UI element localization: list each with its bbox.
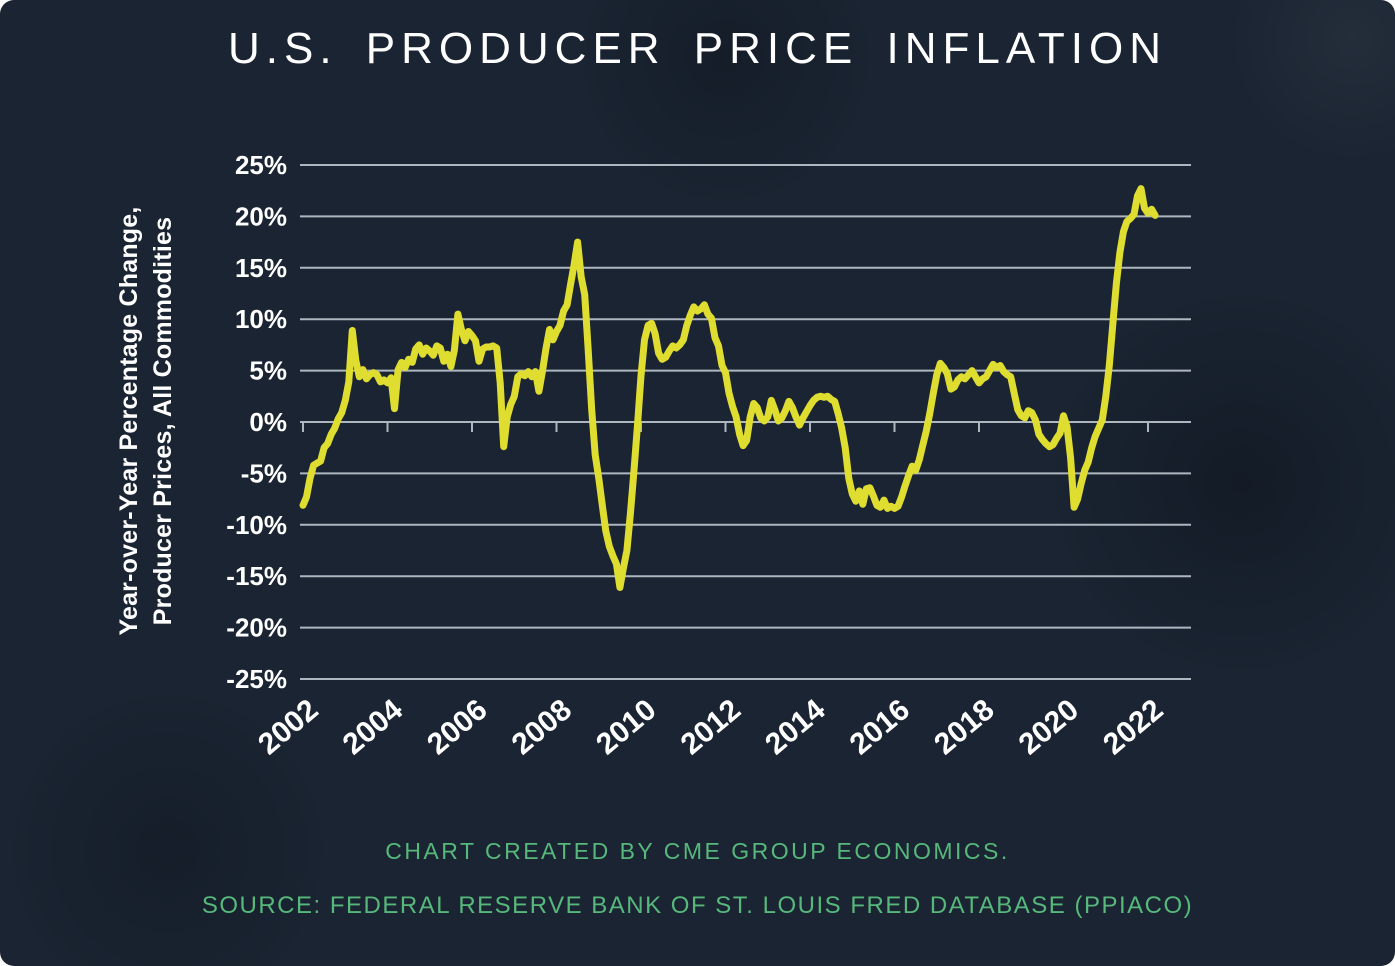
ppi-data-line — [299, 185, 1159, 591]
source-text: SOURCE: FEDERAL RESERVE BANK OF ST. LOUI… — [201, 892, 1194, 919]
y-tick-label-25: 25% — [235, 150, 287, 180]
y-tick-label-0: 0% — [249, 407, 287, 437]
y-tick-label--5: -5% — [241, 458, 287, 488]
y-tick-label--20: -20% — [226, 613, 287, 643]
y-tick-label--10: -10% — [226, 510, 287, 540]
x-tick-label-2010: 2010 — [590, 693, 662, 761]
x-tick-label-2014: 2014 — [759, 693, 832, 761]
x-tick-label-2006: 2006 — [421, 693, 493, 761]
y-tick-label-5: 5% — [249, 356, 287, 386]
y-tick-label-15: 15% — [235, 253, 287, 283]
chart-title: U.S. PRODUCER PRICE INFLATION — [227, 24, 1168, 73]
x-tick-label-2022: 2022 — [1097, 693, 1169, 761]
y-tick-label-10: 10% — [235, 304, 287, 334]
x-tick-label-2020: 2020 — [1013, 693, 1085, 761]
x-tick-label-2004: 2004 — [337, 693, 410, 761]
y-tick-label--25: -25% — [226, 664, 287, 694]
x-tick-label-2016: 2016 — [844, 693, 916, 761]
credit-text: CHART CREATED BY CME GROUP ECONOMICS. — [385, 838, 1010, 864]
x-tick-label-2002: 2002 — [252, 693, 324, 761]
y-tick-label-20: 20% — [235, 201, 287, 231]
x-tick-label-2018: 2018 — [928, 693, 1000, 761]
x-tick-label-2012: 2012 — [675, 693, 747, 761]
y-tick-label--15: -15% — [226, 561, 287, 591]
x-tick-label-2008: 2008 — [506, 693, 578, 761]
